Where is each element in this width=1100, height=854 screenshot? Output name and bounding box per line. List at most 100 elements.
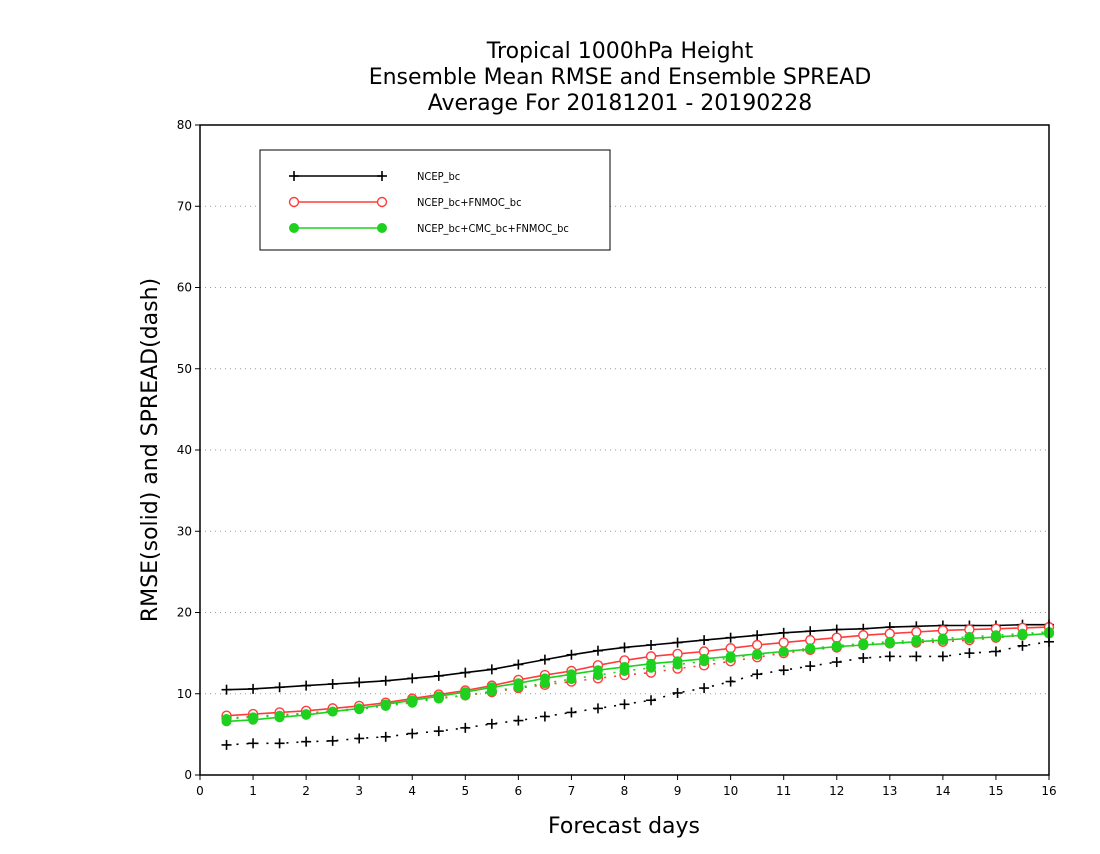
- legend-box: [259, 149, 611, 251]
- chart-title: Tropical 1000hPa Height Ensemble Mean RM…: [369, 39, 872, 116]
- series-1: [221, 619, 1054, 750]
- title-line-3: Average For 20181201 - 20190228: [428, 91, 813, 116]
- series-1-rmse-plus-marker: [460, 667, 471, 678]
- series-3-rmse-dot-marker: [513, 678, 524, 689]
- series-1-spread-plus-marker: [221, 739, 232, 750]
- series-1-rmse-plus-marker: [725, 632, 736, 643]
- series-1-rmse-plus-marker: [486, 664, 497, 675]
- y-tick-label: 0: [184, 768, 192, 782]
- series-1-spread-plus-marker: [937, 651, 948, 662]
- series-1-spread-plus-marker: [964, 648, 975, 659]
- series-3-rmse-dot-marker: [1017, 630, 1028, 641]
- x-tick-label: 16: [1041, 784, 1056, 798]
- legend: NCEP_bc NCEP_bc+FNMOC_bc NCEP_bc+CMC_bc+FN…: [259, 149, 611, 251]
- x-tick-label: 6: [515, 784, 523, 798]
- series-1-spread-plus-marker: [407, 728, 418, 739]
- series-3-rmse-dot-marker: [301, 709, 312, 720]
- series-1-spread-plus-marker: [858, 653, 869, 663]
- series-3-rmse-dot-marker: [221, 716, 232, 727]
- legend-circle-marker: [288, 196, 300, 208]
- series-1-spread-plus-marker: [990, 646, 1001, 657]
- x-tick-label: 1: [249, 784, 257, 798]
- series-1-spread-plus-marker: [380, 731, 391, 742]
- series-1-spread-plus-marker: [831, 657, 842, 668]
- series-3-rmse-dot-marker: [964, 633, 975, 644]
- series-2-rmse-line: [226, 626, 1050, 717]
- series-1-rmse-plus-marker: [248, 683, 259, 694]
- series-3-rmse-dot-marker: [778, 646, 789, 657]
- legend-dot-marker: [289, 223, 299, 233]
- series-3-rmse-dot-marker: [831, 641, 842, 652]
- x-tick-label: 12: [829, 784, 844, 798]
- x-tick-label: 3: [355, 784, 363, 798]
- series-3-rmse-dot-marker: [248, 714, 259, 725]
- series-3-rmse-dot-marker: [884, 638, 895, 649]
- x-axis-label: Forecast days: [548, 814, 700, 839]
- x-tick-label: 8: [621, 784, 629, 798]
- series-1-rmse-plus-marker: [672, 637, 683, 648]
- series-3-rmse-dot-marker: [539, 673, 550, 684]
- x-tick-label: 11: [776, 784, 791, 798]
- series-1-spread-plus-marker: [592, 703, 603, 714]
- legend-plus-marker: [289, 171, 299, 181]
- x-tick-label: 2: [302, 784, 310, 798]
- series-1-spread-plus-marker: [248, 738, 259, 749]
- series-3: [221, 627, 1054, 727]
- series-1-rmse-plus-marker: [699, 635, 710, 646]
- series-1-spread-plus-marker: [805, 661, 816, 672]
- series-3-rmse-dot-marker: [699, 653, 710, 664]
- series-3-rmse-dot-marker: [937, 635, 948, 646]
- series-1-spread-plus-marker: [884, 651, 895, 662]
- plot-frame: [199, 124, 1050, 776]
- series-1-rmse-plus-marker: [778, 627, 789, 638]
- series-1-rmse-plus-marker: [619, 642, 630, 653]
- y-tick-label: 60: [177, 281, 192, 295]
- series-1-spread-plus-marker: [327, 735, 338, 746]
- series-1-rmse-plus-marker: [752, 630, 763, 641]
- series-1-spread-plus-marker: [646, 695, 657, 706]
- y-tick-label: 80: [177, 118, 192, 132]
- series-3-rmse-dot-marker: [725, 651, 736, 662]
- series-3-rmse-dot-marker: [990, 631, 1001, 642]
- x-tick-label: 15: [988, 784, 1003, 798]
- legend-label: NCEP_bc: [417, 170, 460, 183]
- series-3-rmse-dot-marker: [619, 661, 630, 672]
- x-tick-label: 14: [935, 784, 950, 798]
- series-2-rmse-circle-marker: [778, 637, 789, 648]
- series-1-rmse-plus-marker: [327, 679, 338, 689]
- series-1-rmse-plus-marker: [539, 654, 550, 665]
- y-tick-label: 50: [177, 362, 192, 376]
- y-tick-label: 20: [177, 606, 192, 620]
- legend-entry-1: NCEP_bc: [289, 170, 460, 183]
- series-1-spread-plus-marker: [619, 699, 630, 710]
- series-1-rmse-plus-marker: [433, 670, 444, 681]
- series-1-rmse-line: [226, 623, 1049, 691]
- legend-plus-marker: [377, 171, 387, 181]
- legend-entry-3: NCEP_bc+CMC_bc+FNMOC_bc: [289, 222, 569, 235]
- series-1-spread-plus-marker: [566, 707, 577, 718]
- series-1-rmse-plus-marker: [221, 684, 232, 695]
- x-tick-label: 10: [723, 784, 738, 798]
- series-3-rmse-dot-marker: [407, 695, 418, 706]
- y-axis-label: RMSE(solid) and SPREAD(dash): [138, 278, 163, 622]
- y-tick-label: 10: [177, 687, 192, 701]
- legend-label: NCEP_bc+FNMOC_bc: [417, 196, 522, 209]
- series-1-spread-plus-marker: [725, 676, 736, 687]
- series-3-rmse-dot-marker: [805, 644, 816, 655]
- series-3-rmse-dot-marker: [380, 699, 391, 710]
- series-3-rmse-dot-marker: [486, 682, 497, 693]
- grid-lines: [200, 205, 1049, 695]
- series-1-rmse-plus-marker: [646, 640, 657, 650]
- series-1-rmse-plus-marker: [354, 677, 365, 688]
- series-1-spread-plus-marker: [911, 651, 922, 662]
- x-tick-label: 5: [461, 784, 469, 798]
- series-1-rmse-plus-marker: [513, 659, 524, 670]
- series-1-rmse-plus-marker: [566, 649, 577, 660]
- series-3-rmse-dot-marker: [592, 665, 603, 676]
- series-1-spread-plus-marker: [778, 665, 789, 676]
- x-tick-label: 13: [882, 784, 897, 798]
- x-tick-label: 4: [408, 784, 416, 798]
- series-1-rmse-plus-marker: [274, 682, 285, 693]
- title-line-1: Tropical 1000hPa Height: [486, 39, 754, 64]
